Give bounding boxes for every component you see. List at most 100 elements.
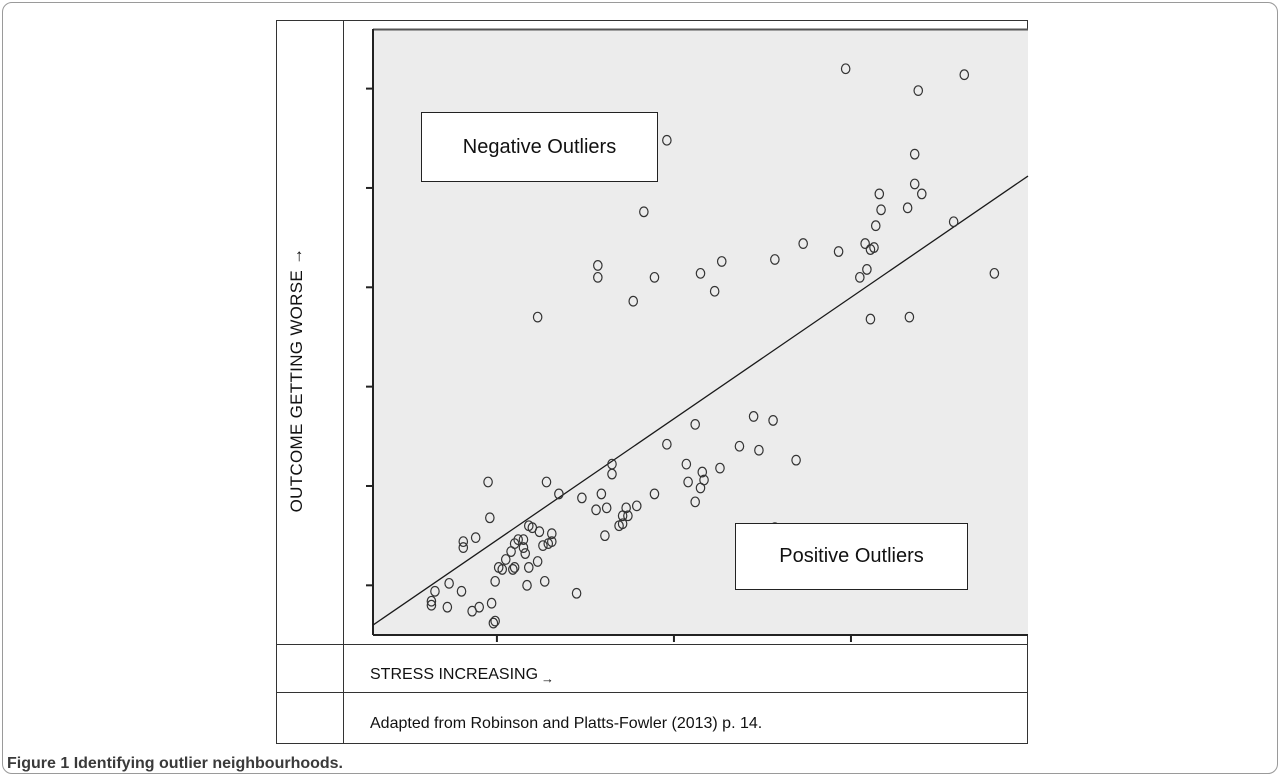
data-point	[596, 488, 607, 500]
data-point	[913, 85, 924, 96]
data-point	[909, 148, 920, 160]
data-point	[791, 454, 801, 466]
data-point	[833, 246, 844, 257]
data-point	[865, 313, 876, 325]
figure-caption: Figure 1 Identifying outlier neighbourho…	[7, 755, 343, 773]
trend-line-group	[372, 175, 1029, 626]
data-point	[959, 69, 970, 81]
data-point	[430, 585, 440, 597]
data-point	[690, 496, 700, 508]
data-point	[623, 510, 633, 522]
data-point	[631, 500, 642, 512]
data-point	[734, 440, 745, 452]
positive-outliers-box: Positive Outliers	[735, 523, 968, 590]
source-note: Adapted from Robinson and Platts-Fowler …	[370, 715, 763, 732]
data-point	[488, 617, 499, 629]
data-point	[518, 534, 529, 546]
data-point	[860, 238, 870, 249]
data-point	[870, 220, 881, 232]
data-point	[869, 242, 879, 253]
data-point	[948, 216, 959, 228]
data-point	[989, 267, 1000, 279]
data-point	[709, 285, 720, 297]
data-point	[474, 601, 485, 613]
data-point	[532, 311, 543, 323]
data-point	[442, 601, 453, 613]
data-point	[490, 615, 500, 627]
data-point	[593, 260, 603, 271]
data-point	[639, 206, 649, 218]
data-point	[541, 476, 552, 488]
data-point	[617, 518, 628, 530]
data-point	[754, 444, 764, 456]
data-point	[649, 271, 660, 283]
trend-line	[372, 175, 1029, 626]
data-point	[683, 476, 693, 488]
data-point	[593, 271, 603, 283]
data-point	[518, 542, 529, 553]
data-point	[681, 458, 692, 470]
data-point	[902, 202, 913, 214]
data-point	[522, 579, 532, 591]
data-point	[600, 530, 610, 542]
x-axis-label: STRESS INCREASING	[370, 666, 539, 683]
data-point	[715, 462, 725, 474]
data-point	[520, 548, 531, 559]
data-point	[486, 597, 497, 609]
data-point	[591, 504, 601, 516]
data-point	[770, 254, 780, 265]
data-point	[699, 474, 709, 486]
data-point	[577, 492, 587, 504]
data-point	[916, 188, 927, 200]
x-axis	[373, 634, 1028, 642]
data-point	[904, 311, 915, 323]
data-point	[662, 134, 672, 146]
data-point	[500, 554, 511, 565]
data-point	[483, 476, 493, 488]
data-point	[523, 562, 534, 573]
data-point	[508, 564, 518, 575]
data-point	[768, 415, 778, 426]
y-axis-label: OUTCOME GETTING WORSE →	[287, 247, 306, 513]
data-point	[855, 271, 865, 283]
x-axis-label-wrap: STRESS INCREASING →	[370, 666, 555, 686]
data-point	[509, 562, 520, 573]
data-point	[534, 526, 545, 538]
data-point	[621, 502, 631, 514]
data-point	[458, 536, 469, 548]
data-point	[798, 238, 808, 249]
data-point	[601, 502, 612, 514]
positive-outliers-label: Positive Outliers	[779, 545, 924, 567]
data-point	[840, 63, 851, 75]
data-point	[470, 532, 481, 544]
data-point	[546, 528, 557, 540]
data-point	[571, 587, 582, 599]
caption-text: Identifying outlier neighbourhoods.	[73, 755, 343, 772]
data-point	[444, 577, 454, 589]
data-point	[662, 438, 672, 450]
data-point	[748, 411, 759, 422]
data-point	[538, 540, 548, 551]
data-point	[695, 267, 706, 279]
data-point	[539, 575, 550, 587]
data-point	[874, 188, 885, 200]
data-point	[426, 595, 437, 607]
data-point	[554, 488, 564, 500]
data-point	[690, 418, 700, 430]
data-point	[716, 256, 727, 267]
data-point	[426, 599, 437, 611]
negative-outliers-label: Negative Outliers	[462, 135, 617, 158]
data-point	[546, 536, 557, 548]
data-point	[649, 488, 660, 500]
caption-label: Figure 1	[7, 755, 70, 772]
data-point	[628, 295, 639, 307]
data-point	[490, 575, 500, 587]
data-point	[862, 264, 872, 275]
data-point	[456, 585, 467, 597]
negative-outliers-box: Negative Outliers	[421, 112, 658, 182]
data-point	[532, 556, 543, 567]
y-axis	[366, 29, 374, 635]
x-axis-arrow: →	[541, 671, 555, 686]
data-point	[607, 468, 617, 480]
